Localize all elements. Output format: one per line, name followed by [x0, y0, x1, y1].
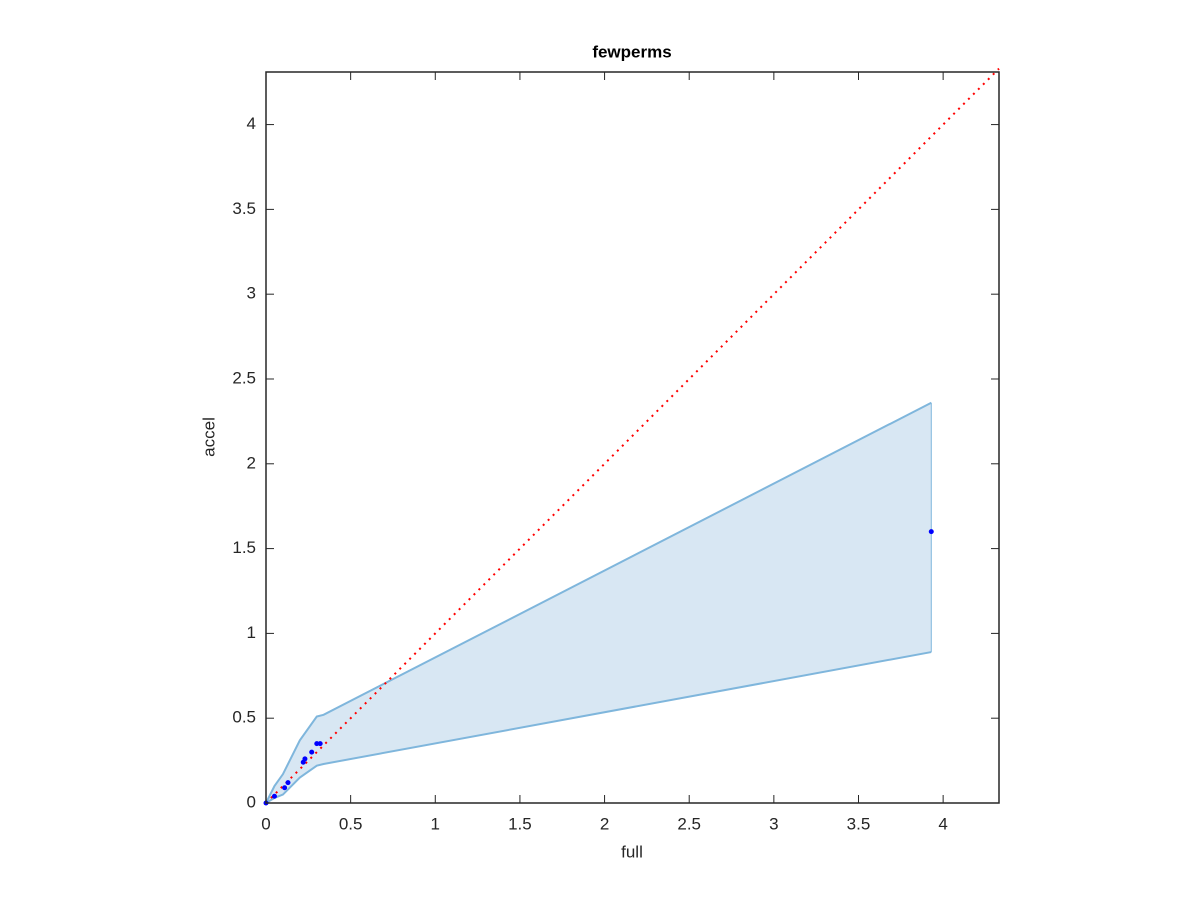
band-area: [266, 402, 932, 803]
band-edge: [265, 401, 932, 804]
x-tick-label: 1.5: [508, 814, 532, 833]
plot-frame: [265, 71, 1000, 804]
x-tick-label: 0: [261, 814, 270, 833]
y-tick-label: 2: [247, 453, 256, 472]
point: [285, 780, 291, 786]
x-tick-label: 4: [938, 814, 947, 833]
y-tick-label: 0: [247, 792, 256, 811]
point: [309, 749, 315, 755]
x-tick-label: 3: [769, 814, 778, 833]
point: [282, 785, 288, 791]
x-tick-label: 0.5: [339, 814, 363, 833]
y-tick-label: 4: [247, 114, 256, 133]
point: [302, 756, 308, 762]
point: [928, 529, 934, 535]
y-tick-label: 0.5: [232, 708, 256, 727]
y-tick-label: 3: [247, 284, 256, 303]
y-axis-label: accel: [199, 417, 218, 457]
chart-title: fewperms: [592, 42, 671, 61]
reference-line: [265, 67, 1000, 804]
point: [317, 741, 323, 747]
y-tick-label: 2.5: [232, 368, 256, 387]
x-tick-label: 2.5: [677, 814, 701, 833]
y-tick-label: 3.5: [232, 199, 256, 218]
x-axis-label: full: [621, 842, 643, 861]
x-tick-label: 1: [431, 814, 440, 833]
y-tick-label: 1: [247, 623, 256, 642]
point: [271, 793, 277, 799]
x-tick-label: 3.5: [847, 814, 871, 833]
x-tick-label: 2: [600, 814, 609, 833]
y-tick-label: 1.5: [232, 538, 256, 557]
